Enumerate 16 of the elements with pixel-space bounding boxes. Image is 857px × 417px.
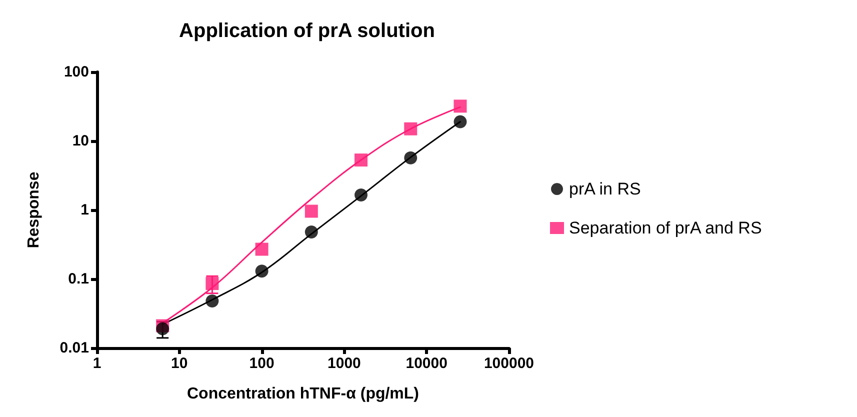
legend-label: Separation of prA and RS (569, 218, 762, 238)
y-tick-label: 0.01 (60, 340, 89, 356)
y-tick-label: 100 (64, 64, 89, 80)
x-tick-label: 10000 (406, 355, 448, 372)
x-axis-title: Concentration hTNF-α (pg/mL) (186, 386, 420, 402)
x-tick-label: 100 (249, 355, 274, 372)
y-tick-label: 1 (80, 202, 89, 218)
y-tick-label: 0.1 (68, 270, 89, 288)
y-tick-label: 10 (72, 132, 89, 150)
x-tick-label: 1 (92, 355, 102, 372)
x-tick-label: 100000 (484, 355, 534, 372)
chart-title: Application of prA solution (179, 20, 435, 42)
y-axis-title: Response (26, 172, 42, 248)
x-tick-label: 1000 (328, 355, 361, 372)
x-tick-label: 10 (171, 355, 188, 372)
legend-label: prA in RS (569, 180, 641, 198)
